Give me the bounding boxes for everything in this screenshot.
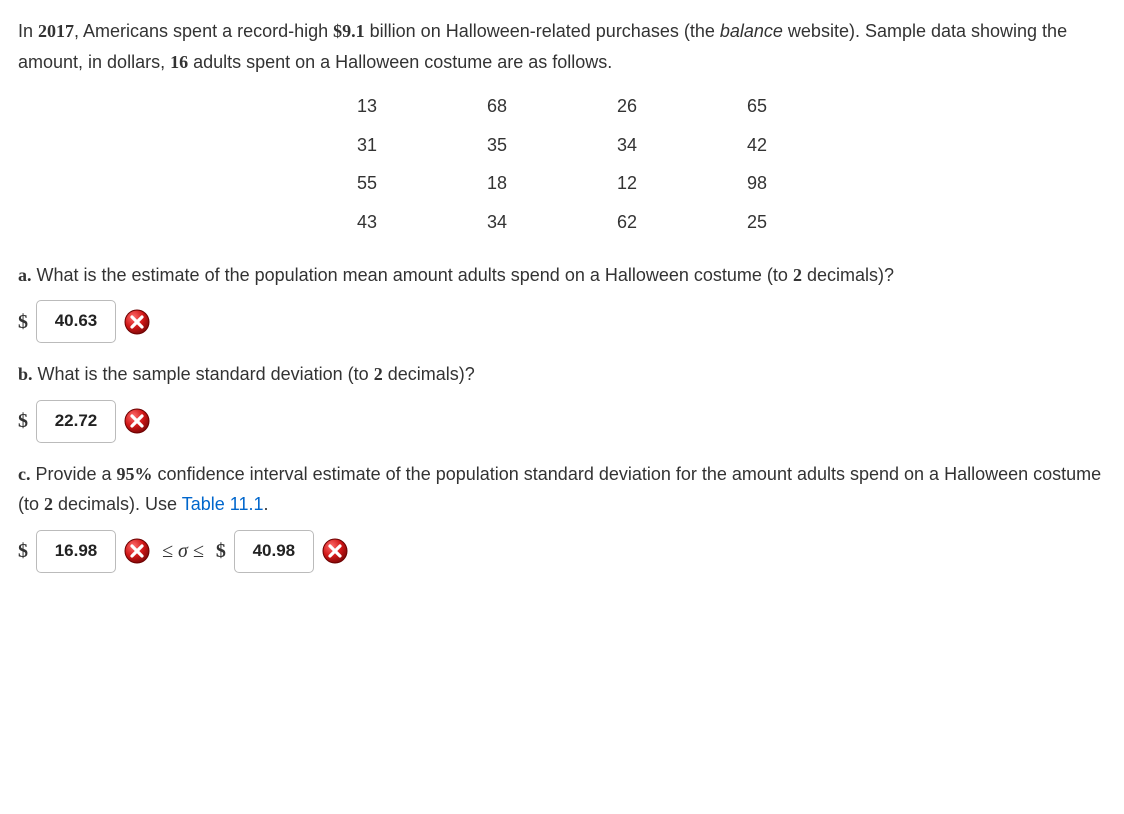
intro-tail: adults spent on a Halloween costume are … [188, 52, 612, 72]
qc-text1: Provide a [31, 464, 117, 484]
table-link[interactable]: Table 11.1 [182, 494, 264, 514]
intro-paragraph: In 2017, Americans spent a record-high $… [18, 16, 1106, 77]
intro-year: 2017 [38, 21, 74, 41]
question-a: a. What is the estimate of the populatio… [18, 260, 1106, 291]
table-row: 55181298 [302, 164, 822, 203]
table-cell: 43 [302, 203, 432, 242]
question-b: b. What is the sample standard deviation… [18, 359, 1106, 390]
intro-mid2: billion on Halloween-related purchases (… [365, 21, 720, 41]
qc-dec: 2 [44, 494, 53, 514]
incorrect-icon [124, 309, 150, 335]
table-cell: 42 [692, 126, 822, 165]
qc-text3: decimals). Use [53, 494, 182, 514]
answer-row-a: $ 40.63 [18, 300, 1106, 343]
table-cell: 25 [692, 203, 822, 242]
qb-text1: What is the sample standard deviation (t… [33, 364, 374, 384]
answer-input-c-lower[interactable]: 16.98 [36, 530, 116, 573]
table-row: 13682665 [302, 87, 822, 126]
intro-mid1: , Americans spent a record-high [74, 21, 333, 41]
dollar-sign: $ [18, 305, 28, 339]
qa-text1: What is the estimate of the population m… [32, 265, 793, 285]
answer-row-c: $ 16.98 ≤ σ ≤ $ 40.98 [18, 530, 1106, 573]
dollar-sign: $ [18, 534, 28, 568]
table-cell: 13 [302, 87, 432, 126]
table-cell: 18 [432, 164, 562, 203]
answer-row-b: $ 22.72 [18, 400, 1106, 443]
qb-text2: decimals)? [383, 364, 475, 384]
answer-input-c-upper[interactable]: 40.98 [234, 530, 314, 573]
intro-prefix: In [18, 21, 38, 41]
table-cell: 62 [562, 203, 692, 242]
intro-n: 16 [170, 52, 188, 72]
table-cell: 12 [562, 164, 692, 203]
qa-dec: 2 [793, 265, 802, 285]
table-cell: 35 [432, 126, 562, 165]
qc-label: c. [18, 464, 31, 484]
answer-input-b[interactable]: 22.72 [36, 400, 116, 443]
intro-site: balance [720, 21, 783, 41]
table-cell: 55 [302, 164, 432, 203]
dollar-sign: $ [18, 404, 28, 438]
table-cell: 34 [432, 203, 562, 242]
incorrect-icon [322, 538, 348, 564]
dollar-sign: $ [216, 534, 226, 568]
qc-text4: . [263, 494, 268, 514]
question-c: c. Provide a 95% confidence interval est… [18, 459, 1106, 520]
interval-symbol: ≤ σ ≤ [158, 534, 208, 568]
qa-text2: decimals)? [802, 265, 894, 285]
table-cell: 65 [692, 87, 822, 126]
qb-dec: 2 [374, 364, 383, 384]
incorrect-icon [124, 538, 150, 564]
table-cell: 68 [432, 87, 562, 126]
qa-label: a. [18, 265, 32, 285]
table-cell: 31 [302, 126, 432, 165]
table-cell: 98 [692, 164, 822, 203]
table-cell: 34 [562, 126, 692, 165]
answer-input-a[interactable]: 40.63 [36, 300, 116, 343]
incorrect-icon [124, 408, 150, 434]
qc-pct: 95% [117, 464, 153, 484]
table-cell: 26 [562, 87, 692, 126]
data-table: 13682665313534425518129843346225 [302, 87, 822, 241]
table-row: 31353442 [302, 126, 822, 165]
qb-label: b. [18, 364, 33, 384]
intro-amount: $9.1 [333, 21, 365, 41]
table-row: 43346225 [302, 203, 822, 242]
